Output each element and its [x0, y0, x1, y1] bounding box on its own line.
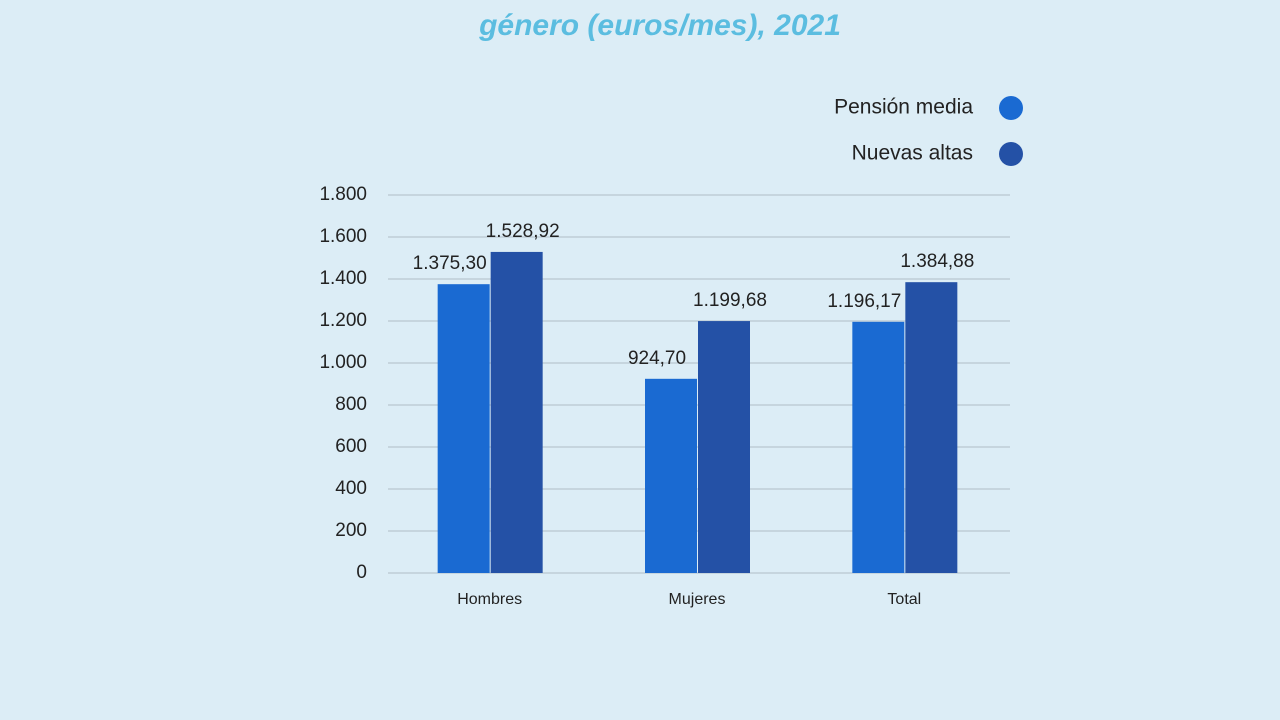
legend-label: Pensión media [834, 96, 973, 119]
legend-label: Nuevas altas [852, 142, 973, 165]
y-tick-label: 0 [356, 562, 367, 583]
y-tick-label: 800 [335, 394, 367, 415]
y-tick-label: 400 [335, 478, 367, 499]
value-label: 1.196,17 [827, 291, 901, 312]
y-tick-label: 200 [335, 520, 367, 541]
value-label: 1.375,30 [413, 253, 487, 274]
value-label: 1.384,88 [900, 251, 974, 272]
bar [698, 321, 750, 573]
y-tick-label: 1.200 [319, 310, 367, 331]
bar [490, 251, 543, 573]
legend-swatch [999, 96, 1023, 120]
y-tick-label: 1.800 [319, 184, 367, 205]
x-tick-label: Hombres [457, 591, 522, 608]
value-label: 1.199,68 [693, 290, 767, 311]
value-label: 1.528,92 [486, 221, 560, 242]
y-tick-label: 1.600 [319, 226, 367, 247]
bar [437, 284, 490, 573]
legend-swatch [999, 142, 1023, 166]
x-tick-label: Mujeres [669, 591, 726, 608]
chart-title: género (euros/mes), 2021 [478, 9, 841, 42]
bar [645, 378, 697, 573]
y-tick-label: 600 [335, 436, 367, 457]
y-tick-label: 1.000 [319, 352, 367, 373]
bar [905, 282, 958, 573]
x-tick-label: Total [887, 591, 921, 608]
value-label: 924,70 [628, 348, 686, 369]
bar [852, 321, 905, 573]
y-tick-label: 1.400 [319, 268, 367, 289]
